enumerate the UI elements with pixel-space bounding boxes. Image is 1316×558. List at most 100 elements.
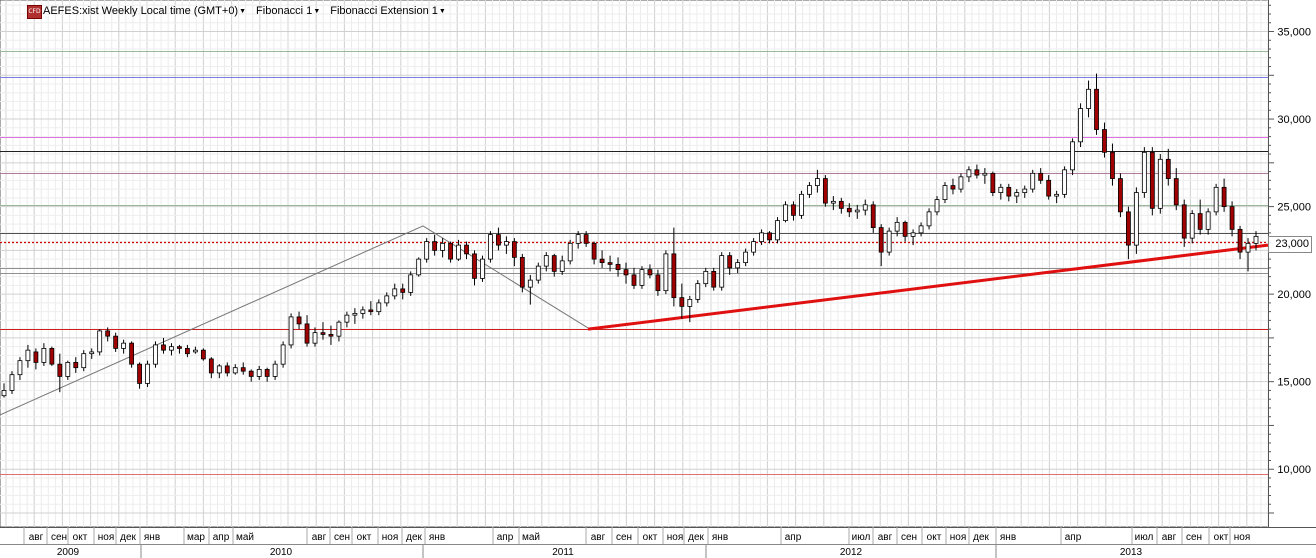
candle <box>511 238 517 267</box>
candle <box>870 201 876 233</box>
candle-body <box>511 241 517 258</box>
candle <box>783 201 788 223</box>
indicator-fibonacci[interactable]: Fibonacci 1 ▼ <box>256 5 320 17</box>
candle-body <box>1102 129 1107 153</box>
candle <box>97 329 103 356</box>
candle <box>982 168 988 184</box>
month-label: дек <box>688 532 704 543</box>
candle <box>200 348 206 361</box>
candle <box>496 227 501 251</box>
candle <box>1181 199 1187 247</box>
candle <box>89 348 95 359</box>
month-label: апр <box>497 532 514 543</box>
candle-body <box>1197 213 1203 230</box>
candle-body <box>527 279 533 288</box>
candle-body <box>878 227 884 253</box>
candle <box>57 353 63 393</box>
candle-body <box>169 346 174 351</box>
candle <box>224 362 230 377</box>
candle-body <box>759 232 764 243</box>
candle <box>240 362 246 375</box>
candle-body <box>352 312 358 316</box>
candle-body <box>1229 206 1235 230</box>
candle-body <box>711 270 717 288</box>
month-label: янв <box>429 532 445 543</box>
month-label: авг <box>29 532 44 543</box>
candle-body <box>161 344 166 351</box>
candle-body <box>264 369 270 377</box>
cfd-icon: CFD <box>27 5 42 19</box>
symbol-selector[interactable]: AEFES:xist Weekly Local time (GMT+0) ▼ <box>43 5 246 17</box>
candle <box>344 311 350 328</box>
candle-body <box>216 365 222 374</box>
candle-body <box>280 344 286 365</box>
candle-body <box>830 200 836 204</box>
candle <box>304 315 310 347</box>
candle <box>9 371 15 394</box>
candle-body <box>1070 141 1075 171</box>
month-label: мар <box>187 532 205 543</box>
candle-body <box>767 232 772 241</box>
candle-body <box>272 363 278 377</box>
candle-body <box>902 221 908 237</box>
candle-body <box>535 265 541 281</box>
candle <box>408 271 414 296</box>
month-label: янв <box>712 532 728 543</box>
candle <box>807 182 812 198</box>
candle <box>464 241 469 260</box>
candle <box>1197 199 1203 235</box>
chart-header: AEFES:xist Weekly Local time (GMT+0) ▼ Fi… <box>26 3 456 19</box>
candle <box>527 274 533 305</box>
month-label: дек <box>973 532 989 543</box>
candle-body <box>783 204 788 222</box>
candle <box>488 231 493 263</box>
candle-body <box>304 323 310 344</box>
month-label: авг <box>312 532 327 543</box>
month-label: окт <box>643 532 658 543</box>
caret-down-icon: ▼ <box>438 7 446 15</box>
candle <box>1133 187 1139 254</box>
month-label: сен <box>1186 532 1202 543</box>
candle <box>886 227 892 256</box>
year-label: 2010 <box>270 547 293 558</box>
candle-body <box>192 349 198 353</box>
candle <box>950 178 956 195</box>
candle-body <box>1014 192 1020 197</box>
month-label: ноя <box>382 532 399 543</box>
candle <box>248 369 254 382</box>
candle <box>41 343 47 366</box>
candle-body <box>559 260 565 272</box>
candle-body <box>990 172 996 193</box>
candle <box>862 199 868 216</box>
candle-body <box>81 353 87 369</box>
year-label: 2009 <box>57 547 80 558</box>
indicator-label: Fibonacci Extension 1 <box>330 5 438 17</box>
candle <box>519 253 525 293</box>
candle-body <box>775 220 780 241</box>
symbol-label: AEFES:xist Weekly Local time (GMT+0) <box>43 5 239 17</box>
candle <box>1141 147 1147 198</box>
candle <box>216 364 222 379</box>
candle-body <box>751 241 757 253</box>
candle <box>767 231 772 244</box>
candle-body <box>1 390 7 397</box>
month-label: май <box>236 532 254 543</box>
candle <box>336 320 342 342</box>
candle <box>990 171 996 197</box>
candle-body <box>615 263 621 271</box>
candle <box>1245 238 1251 272</box>
month-label: окт <box>1214 532 1229 543</box>
candle <box>751 238 757 256</box>
candle <box>631 267 637 289</box>
candle-body <box>496 234 501 246</box>
month-label: дек <box>120 532 136 543</box>
candle <box>503 236 509 254</box>
price-tick-label: 30,000 <box>1277 114 1311 126</box>
candle <box>639 266 645 289</box>
candle <box>958 173 964 193</box>
candle <box>49 346 55 366</box>
candle <box>352 308 358 324</box>
candle <box>105 327 111 342</box>
indicator-fibonacci-extension[interactable]: Fibonacci Extension 1 ▼ <box>330 5 446 17</box>
